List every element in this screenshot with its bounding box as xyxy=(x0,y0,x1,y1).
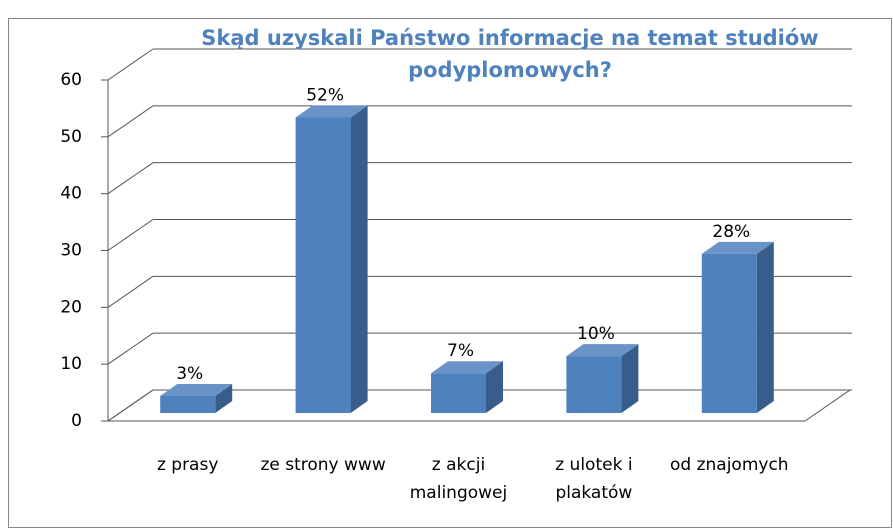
y-tick-label: 60 xyxy=(60,70,82,90)
bar-side xyxy=(756,241,774,413)
bar-side xyxy=(486,361,503,413)
chart-border xyxy=(8,18,892,528)
x-tick-label: ze strony www xyxy=(260,455,386,475)
grid-line xyxy=(107,105,154,138)
grid-line xyxy=(107,48,154,81)
y-tick-label: 50 xyxy=(60,127,82,147)
grid-line xyxy=(107,389,154,422)
y-tick-label: 10 xyxy=(60,354,82,374)
chart-title: Skąd uzyskali Państwo informacje na tema… xyxy=(201,26,819,82)
value-label: 10% xyxy=(577,324,615,344)
y-tick-label: 40 xyxy=(60,184,82,204)
bar-top xyxy=(295,105,368,118)
x-tick-label: z ulotek i plakatów xyxy=(555,455,633,503)
bar-side xyxy=(215,383,233,413)
value-label: 3% xyxy=(176,364,203,384)
grid-line xyxy=(107,219,154,251)
bar xyxy=(701,241,774,413)
grid-line xyxy=(107,332,154,365)
value-label: 7% xyxy=(447,341,474,361)
bar-side xyxy=(350,105,368,413)
bar-top xyxy=(431,361,503,374)
value-label: 52% xyxy=(306,85,344,105)
value-label: 28% xyxy=(712,222,750,242)
bar-front xyxy=(701,253,757,413)
bar-front xyxy=(295,117,351,413)
bar-front xyxy=(431,373,486,413)
x-tick-label: z akcji malingowej xyxy=(409,455,508,503)
x-tick-label: od znajomych xyxy=(670,455,789,475)
bar-top xyxy=(160,383,233,396)
bar-front xyxy=(160,395,216,413)
bar-top xyxy=(701,241,774,254)
bar xyxy=(431,361,503,413)
bar xyxy=(160,383,233,413)
y-tick-label: 20 xyxy=(60,297,82,317)
bar xyxy=(566,344,639,413)
y-tick-label: 0 xyxy=(71,411,82,431)
bar-top xyxy=(566,344,639,357)
grid-line xyxy=(107,275,154,308)
x-tick-label: z prasy xyxy=(156,455,219,475)
bar-front xyxy=(566,356,622,413)
y-tick-label: 30 xyxy=(60,241,82,261)
bar xyxy=(295,105,368,413)
grid-line xyxy=(107,162,154,195)
bar-side xyxy=(621,344,639,413)
